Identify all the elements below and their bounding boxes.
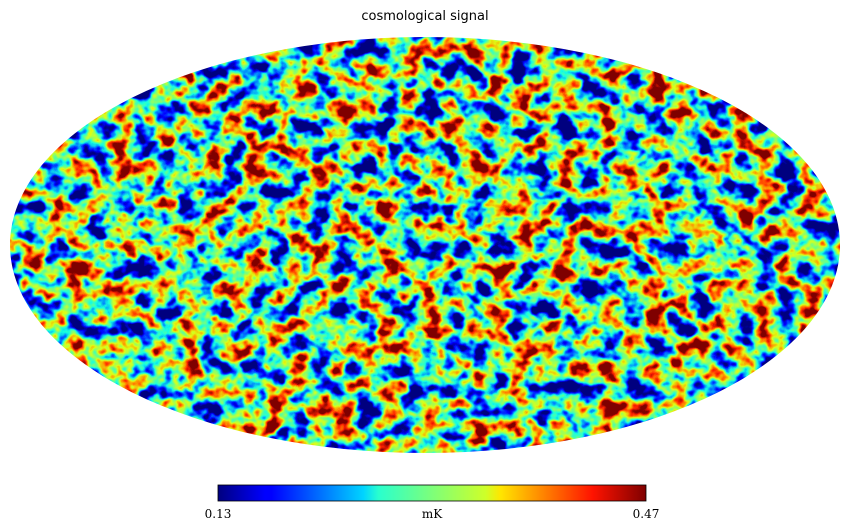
colorbar [217, 484, 647, 502]
colorbar-unit: mK [422, 507, 443, 521]
colorbar-max-label: 0.47 [633, 507, 660, 521]
map-title: cosmological signal [361, 9, 488, 24]
colorbar-min-label: 0.13 [205, 507, 232, 521]
mollweide-map [10, 37, 840, 453]
sky-field [10, 37, 840, 453]
